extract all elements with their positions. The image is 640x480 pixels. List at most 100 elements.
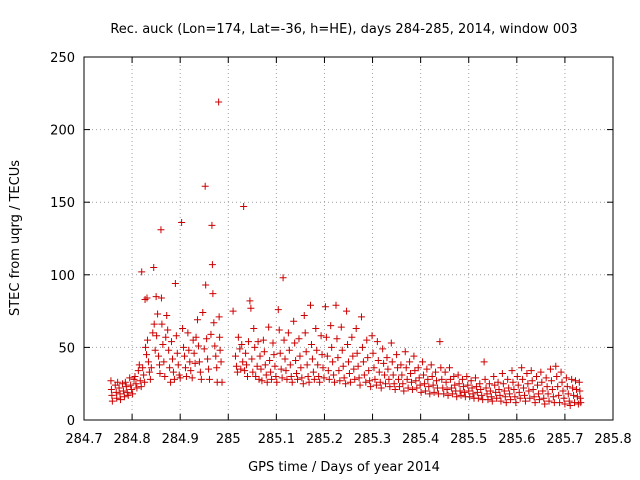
data-point — [394, 364, 402, 372]
data-point — [254, 338, 262, 346]
data-point — [514, 381, 522, 389]
data-point — [193, 316, 201, 324]
data-point — [262, 371, 270, 379]
data-point — [187, 367, 195, 375]
data-point — [157, 226, 165, 234]
data-point — [497, 397, 505, 405]
data-point — [530, 393, 538, 401]
data-point — [307, 301, 315, 309]
x-tick-label: 285.1 — [258, 432, 295, 447]
data-point — [173, 349, 181, 357]
data-point — [134, 367, 142, 375]
data-point — [286, 361, 294, 369]
data-point — [302, 348, 310, 356]
data-point — [174, 361, 182, 369]
data-point — [145, 368, 153, 376]
data-point — [384, 365, 392, 373]
x-tick-label: 284.9 — [162, 432, 199, 447]
data-point — [150, 320, 158, 328]
data-point — [298, 374, 306, 382]
data-point — [345, 358, 352, 366]
data-point — [156, 361, 164, 369]
data-point — [554, 383, 562, 391]
data-point — [353, 349, 361, 357]
data-point — [316, 378, 324, 386]
data-point — [171, 280, 179, 288]
data-point — [327, 322, 335, 330]
data-point — [129, 390, 137, 398]
data-point — [421, 387, 429, 395]
data-point — [549, 393, 557, 401]
data-point — [543, 383, 551, 391]
data-point — [441, 368, 449, 376]
data-point — [491, 381, 499, 389]
data-point — [211, 342, 219, 350]
data-point — [539, 387, 547, 395]
data-point — [374, 356, 382, 364]
data-point — [368, 332, 376, 340]
data-point — [144, 358, 152, 366]
data-point — [513, 372, 521, 380]
data-point — [482, 384, 490, 392]
data-point — [161, 372, 169, 380]
data-point — [189, 336, 197, 344]
data-point — [172, 332, 180, 340]
data-point — [136, 377, 144, 385]
data-point — [340, 374, 348, 382]
data-point — [432, 368, 440, 376]
data-point — [303, 361, 311, 369]
data-point — [215, 313, 223, 321]
data-point — [317, 332, 325, 340]
data-point — [369, 349, 377, 357]
data-point — [146, 375, 154, 383]
data-point — [380, 359, 388, 367]
data-point — [406, 358, 414, 366]
data-point — [275, 326, 283, 334]
y-tick-label: 0 — [67, 414, 75, 429]
x-tick-label: 285.6 — [498, 432, 535, 447]
data-point — [348, 333, 356, 341]
data-point — [162, 333, 170, 341]
data-point — [412, 377, 420, 385]
data-point — [365, 367, 373, 375]
data-point — [531, 399, 539, 407]
data-point — [243, 361, 251, 369]
data-point — [411, 367, 419, 375]
data-point — [117, 396, 125, 404]
data-point — [237, 365, 245, 373]
data-point — [276, 349, 284, 357]
data-point — [143, 294, 151, 302]
data-point — [169, 368, 177, 376]
data-point — [345, 370, 353, 378]
data-point — [505, 384, 513, 392]
data-point — [338, 346, 346, 354]
data-point — [414, 364, 422, 372]
data-point — [290, 317, 298, 325]
data-point — [420, 371, 428, 379]
data-point — [507, 396, 515, 404]
data-point — [404, 384, 412, 392]
data-point — [142, 343, 150, 351]
data-point — [419, 358, 427, 366]
data-point — [425, 383, 433, 391]
data-point — [281, 355, 289, 363]
data-point — [207, 330, 215, 338]
data-point — [349, 352, 357, 360]
data-point — [315, 372, 323, 380]
data-point — [521, 397, 529, 405]
x-tick-label: 285.4 — [402, 432, 439, 447]
data-point — [520, 384, 528, 392]
data-point — [246, 297, 254, 305]
data-point — [400, 387, 408, 395]
data-point — [168, 338, 176, 346]
x-tick-label: 285.2 — [306, 432, 343, 447]
data-point — [518, 364, 526, 372]
data-point — [293, 370, 301, 378]
data-point — [534, 390, 542, 398]
data-point — [569, 384, 577, 392]
data-point — [184, 329, 192, 337]
data-point — [541, 400, 549, 408]
data-point — [182, 372, 190, 380]
data-point — [391, 386, 399, 394]
data-point — [313, 346, 321, 354]
